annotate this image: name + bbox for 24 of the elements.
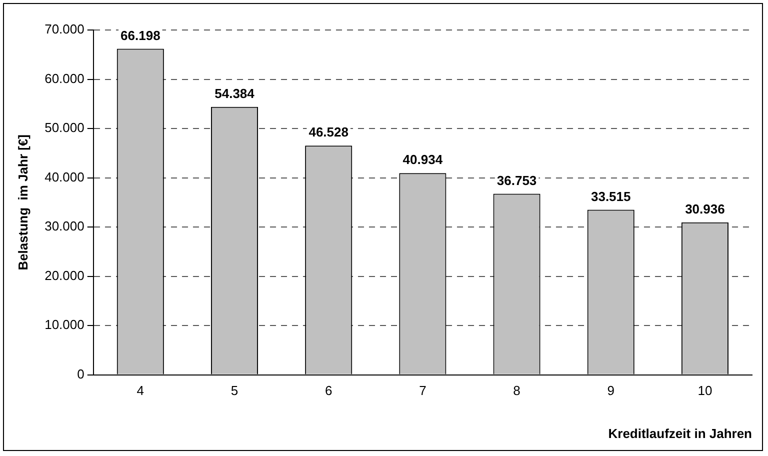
y-axis-title: Belastung im Jahr [€] [15,134,30,270]
y-tick-label: 0 [77,366,84,382]
x-tick-label: 7 [419,383,426,398]
x-tick-label: 9 [607,383,614,398]
x-axis-title: Kreditlaufzeit in Jahren [608,426,752,441]
data-label: 30.936 [685,201,725,216]
y-tick-label: 10.000 [44,317,84,332]
data-label: 33.515 [590,188,631,204]
data-label: 66.198 [120,28,160,43]
x-tick-label: 6 [324,383,332,398]
data-label: 36.753 [496,172,537,188]
y-tick-label: 40.000 [44,169,84,184]
y-tick-label: 30.000 [44,218,84,234]
x-tick-label: 5 [230,383,238,398]
data-label: 54.384 [214,86,256,101]
x-tick-label: 10 [698,383,712,398]
y-tick-label: 70.000 [44,22,84,37]
y-tick-label: 20.000 [44,268,84,283]
x-tick-label: 4 [136,383,144,398]
data-label: 46.528 [308,124,348,140]
y-tick-label: 50.000 [44,120,84,136]
x-tick-label: 8 [513,383,520,398]
data-label: 40.934 [402,152,444,168]
y-tick-label: 60.000 [44,70,84,86]
